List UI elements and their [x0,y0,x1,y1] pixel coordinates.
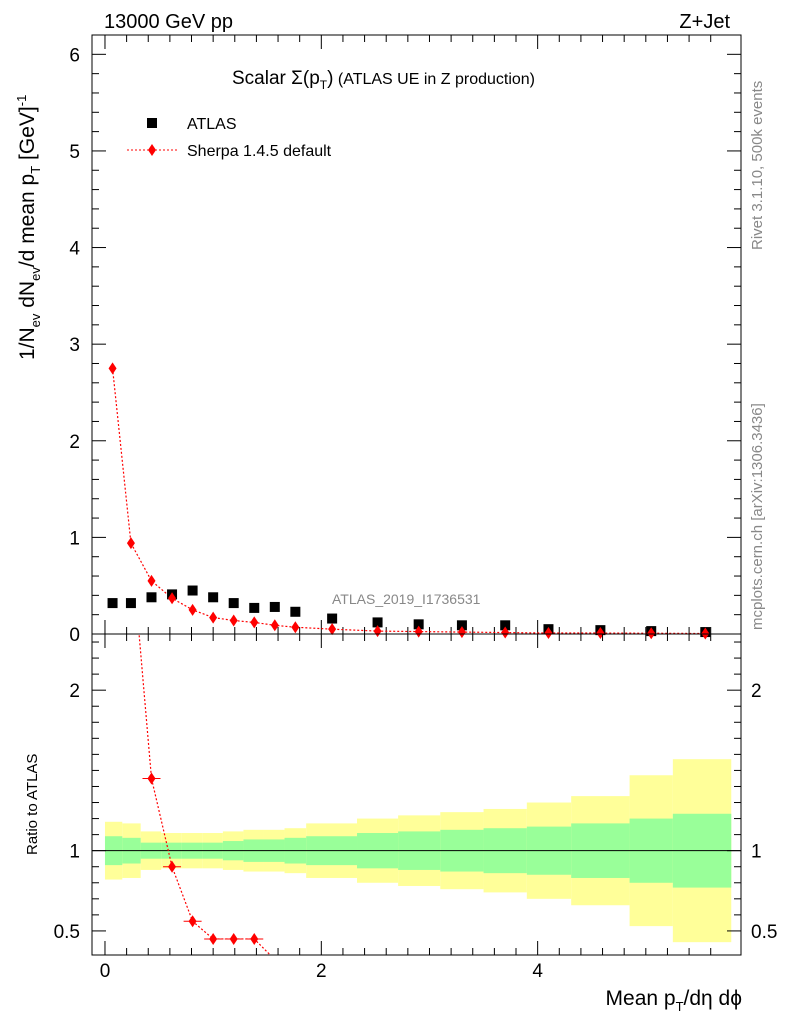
ratio-x-tick-label: 2 [316,961,327,982]
main-y-tick-label: 2 [69,432,80,453]
ratio-sherpa-point [188,915,197,928]
sherpa-point [250,616,259,629]
sherpa-point [270,619,279,632]
atlas-point [208,592,219,603]
sherpa-point [126,537,135,550]
atlas-point [228,598,239,609]
header-right: Z+Jet [679,11,730,33]
sherpa-point [544,627,553,640]
atlas-point [269,601,280,612]
ratio-sherpa-line [138,634,272,955]
legend-sherpa-label: Sherpa 1.4.5 default [187,143,332,160]
sherpa-point [209,611,218,624]
sherpa-point [328,623,337,636]
sherpa-point [147,574,156,587]
atlas-point [413,619,424,630]
sherpa-point [647,627,656,640]
atlas-point [372,617,383,628]
main-y-tick-label: 1 [69,528,80,549]
main-y-label: 1/Nev dNev/d mean pT [GeV]-1 [14,95,43,360]
legend-atlas-label: ATLAS [187,116,237,133]
rivet-label: Rivet 3.1.10, 500k events [749,81,766,250]
ratio-panel: 0.5 0.5 1 1 2 2 0 2 4 [54,633,777,982]
main-ticks: 0 1 2 3 4 5 6 [69,35,741,646]
sherpa-point [108,362,117,375]
main-y-tick-label: 4 [69,239,80,260]
atlas-point [107,598,118,609]
sherpa-point [229,614,238,627]
main-panel: 0 1 2 3 4 5 6 [69,34,742,646]
sherpa-point [457,626,466,639]
sherpa-point [188,603,197,616]
atlas-point [187,585,198,596]
chart-title: Scalar Σ(pT) (ATLAS UE in Z production) [232,68,535,92]
ratio-y-tick-label: 1 [69,842,80,863]
ratio-sherpa-point [229,932,238,945]
atlas-point [456,620,467,631]
atlas-point [249,602,260,613]
atlas-point [290,606,301,617]
legend: ATLAS Sherpa 1.4.5 default [127,116,332,160]
ratio-series [138,634,272,955]
ratio-ticks: 0.5 0.5 1 1 2 2 0 2 4 [54,634,777,982]
legend-atlas-marker [147,118,157,128]
ratio-y-tick-label: 0.5 [54,922,80,943]
ratio-y-label: Ratio to ATLAS [24,754,41,855]
source-label: mcplots.cern.ch [arXiv:1306.3436] [749,403,766,630]
atlas-point [500,620,511,631]
x-axis-label: Mean pT/dη dϕ [606,987,742,1014]
ratio-y-tick-label: 2 [69,681,80,702]
atlas-point [125,598,136,609]
main-y-tick-label: 6 [69,45,80,66]
header-left: 13000 GeV pp [104,11,233,33]
sherpa-point [414,625,423,638]
ratio-x-tick-label: 4 [532,961,543,982]
ratio-bands [92,759,741,943]
analysis-watermark: ATLAS_2019_I1736531 [332,591,481,607]
ratio-y-tick-label-right: 0.5 [751,922,777,943]
main-y-tick-label: 5 [69,142,80,163]
ratio-series-group [138,634,272,955]
ratio-x-tick-label: 0 [100,961,111,982]
atlas-point [146,592,157,603]
ratio-sherpa-point [250,932,259,945]
ratio-sherpa-point [147,772,156,785]
ratio-y-tick-label-right: 2 [751,681,762,702]
main-y-tick-label: 3 [69,335,80,356]
main-y-tick-label: 0 [69,625,80,646]
sherpa-point [168,592,177,605]
atlas-point [327,613,338,624]
ratio-sherpa-point [209,932,218,945]
sherpa-point [501,626,510,639]
ratio-sherpa-point [168,860,177,873]
ratio-y-tick-label-right: 1 [751,842,762,863]
ratio-plot-area [91,633,742,956]
main-series [107,362,711,640]
sherpa-point [291,621,300,634]
legend-sherpa-marker [148,144,156,156]
